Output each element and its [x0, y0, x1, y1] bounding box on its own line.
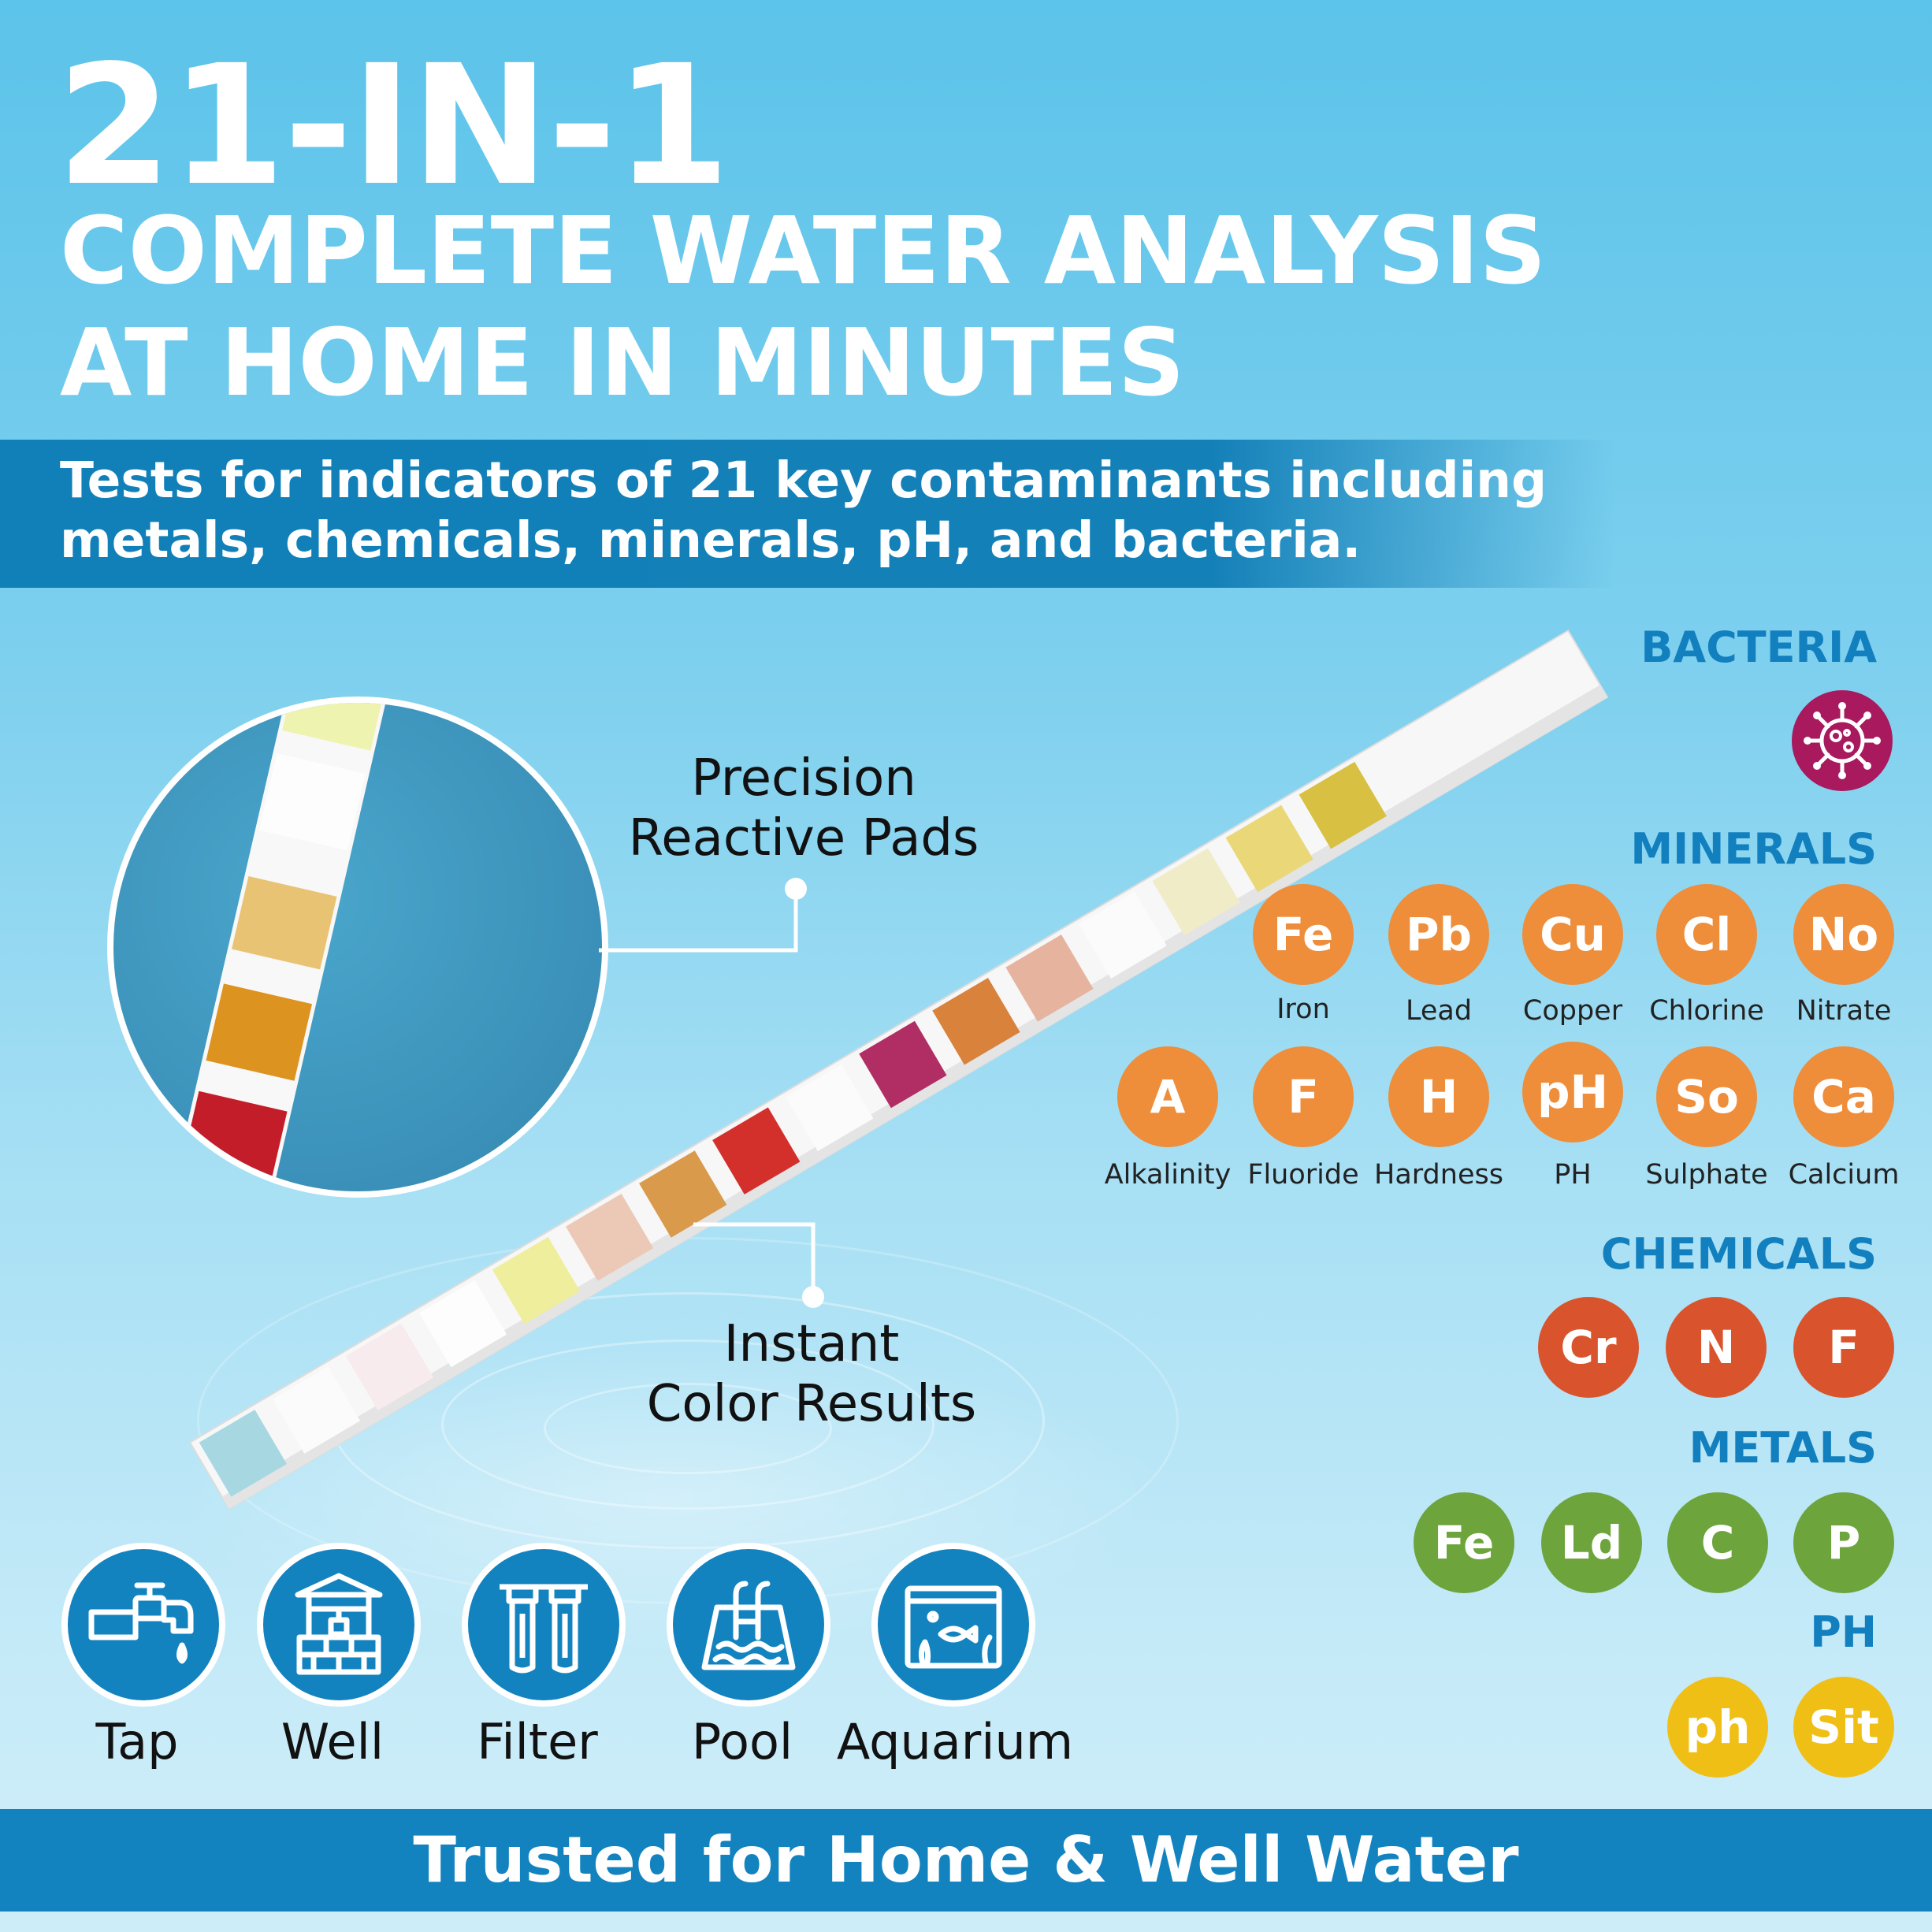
strip-edge-shadow — [221, 685, 1607, 1510]
ph-badge-sit: Sit — [1793, 1677, 1894, 1778]
description-banner: Tests for indicators of 21 key contamina… — [0, 440, 1615, 588]
headline: 21-IN-1 — [57, 29, 730, 222]
subheadline-line-1: COMPLETE WATER ANALYSIS — [60, 196, 1547, 305]
mineral-badge-no: No — [1793, 884, 1894, 985]
reactive-pad — [566, 1194, 654, 1281]
callout-pads-line-1: Precision — [691, 749, 916, 808]
reactive-pad — [1299, 761, 1387, 849]
well-icon — [257, 1543, 421, 1707]
ph-badge-ph: ph — [1667, 1677, 1768, 1778]
reactive-pad — [258, 753, 366, 851]
reactive-pad — [639, 1150, 727, 1238]
footer-banner: Trusted for Home & Well Water — [0, 1809, 1932, 1912]
mineral-label-iron: Iron — [1276, 994, 1330, 1025]
category-title-bacteria: BACTERIA — [1640, 622, 1877, 672]
mineral-label-copper: Copper — [1522, 995, 1623, 1027]
callout-results-line-2: Color Results — [646, 1375, 977, 1433]
chemical-badge-cr: Cr — [1538, 1297, 1639, 1398]
mineral-label-sulphate: Sulphate — [1645, 1159, 1768, 1191]
faucet-icon — [61, 1543, 225, 1707]
reactive-pad — [932, 977, 1020, 1065]
mineral-badge-h: H — [1388, 1046, 1489, 1147]
pad-zoom-circle — [107, 697, 608, 1198]
pool-icon — [667, 1543, 830, 1707]
mineral-label-alkalinity: Alkalinity — [1104, 1159, 1232, 1191]
reactive-pad — [418, 1280, 507, 1368]
subheadline-line-2: AT HOME IN MINUTES — [60, 308, 1185, 417]
reactive-pad — [272, 1366, 361, 1454]
reactive-pad — [1079, 891, 1167, 979]
reactive-pad — [282, 703, 385, 751]
source-label-aquarium: Aquarium — [836, 1713, 1074, 1770]
chemical-badge-n: N — [1666, 1297, 1767, 1398]
metal-badge-ld: Ld — [1541, 1492, 1642, 1593]
banner-line-1: Tests for indicators of 21 key contamina… — [60, 451, 1547, 509]
mineral-badge-pb: Pb — [1388, 884, 1489, 985]
reactive-pad — [206, 983, 313, 1081]
reactive-pad — [1005, 934, 1094, 1022]
callout-pads-line-2: Reactive Pads — [628, 809, 979, 868]
mineral-label-nitrate: Nitrate — [1796, 995, 1892, 1027]
footer-text: Trusted for Home & Well Water — [413, 1823, 1519, 1897]
virus-icon — [1792, 690, 1893, 791]
mineral-badge-ph: pH — [1522, 1042, 1623, 1142]
reactive-pad — [492, 1236, 581, 1325]
reactive-pad — [786, 1064, 874, 1152]
filter-icon — [462, 1543, 626, 1707]
banner-line-2: metals, chemicals, minerals, pH, and bac… — [60, 511, 1362, 569]
mineral-label-lead: Lead — [1405, 995, 1473, 1027]
reactive-pad — [712, 1107, 801, 1194]
mineral-label-fluoride: Fluoride — [1247, 1159, 1359, 1191]
mineral-badge-so: So — [1656, 1046, 1757, 1147]
mineral-label-chlorine: Chlorine — [1649, 995, 1764, 1027]
bottom-edge — [0, 1912, 1932, 1932]
reactive-pad — [232, 875, 337, 970]
aquarium-icon — [871, 1543, 1035, 1707]
metal-badge-fe: Fe — [1414, 1492, 1514, 1593]
source-label-pool: Pool — [691, 1713, 793, 1770]
metal-badge-p: P — [1793, 1492, 1894, 1593]
category-title-chemicals: CHEMICALS — [1600, 1229, 1877, 1279]
category-title-ph: PH — [1810, 1607, 1877, 1657]
mineral-label-ph: PH — [1554, 1159, 1592, 1191]
reactive-pad — [199, 1410, 288, 1497]
source-label-tap: Tap — [95, 1713, 179, 1770]
category-title-metals: METALS — [1689, 1423, 1877, 1473]
mineral-badge-ca: Ca — [1793, 1046, 1894, 1147]
reactive-pad — [345, 1323, 434, 1411]
reactive-pad — [859, 1020, 947, 1109]
mineral-badge-fe: Fe — [1253, 884, 1354, 985]
mineral-badge-f: F — [1253, 1046, 1354, 1147]
chemical-badge-f: F — [1793, 1297, 1894, 1398]
callout-results-line-1: Instant — [723, 1315, 900, 1373]
mineral-badge-a: A — [1117, 1046, 1218, 1147]
mineral-label-hardness: Hardness — [1374, 1159, 1503, 1191]
reactive-pad — [1152, 848, 1240, 936]
metal-badge-c: C — [1667, 1492, 1768, 1593]
reactive-pad — [1225, 804, 1313, 893]
mineral-badge-cl: Cl — [1656, 884, 1757, 985]
source-label-well: Well — [281, 1713, 385, 1770]
category-title-minerals: MINERALS — [1630, 824, 1877, 874]
reactive-pad — [179, 1090, 288, 1191]
mineral-label-calcium: Calcium — [1788, 1159, 1900, 1191]
source-label-filter: Filter — [477, 1713, 598, 1770]
mineral-badge-cu: Cu — [1522, 884, 1623, 985]
